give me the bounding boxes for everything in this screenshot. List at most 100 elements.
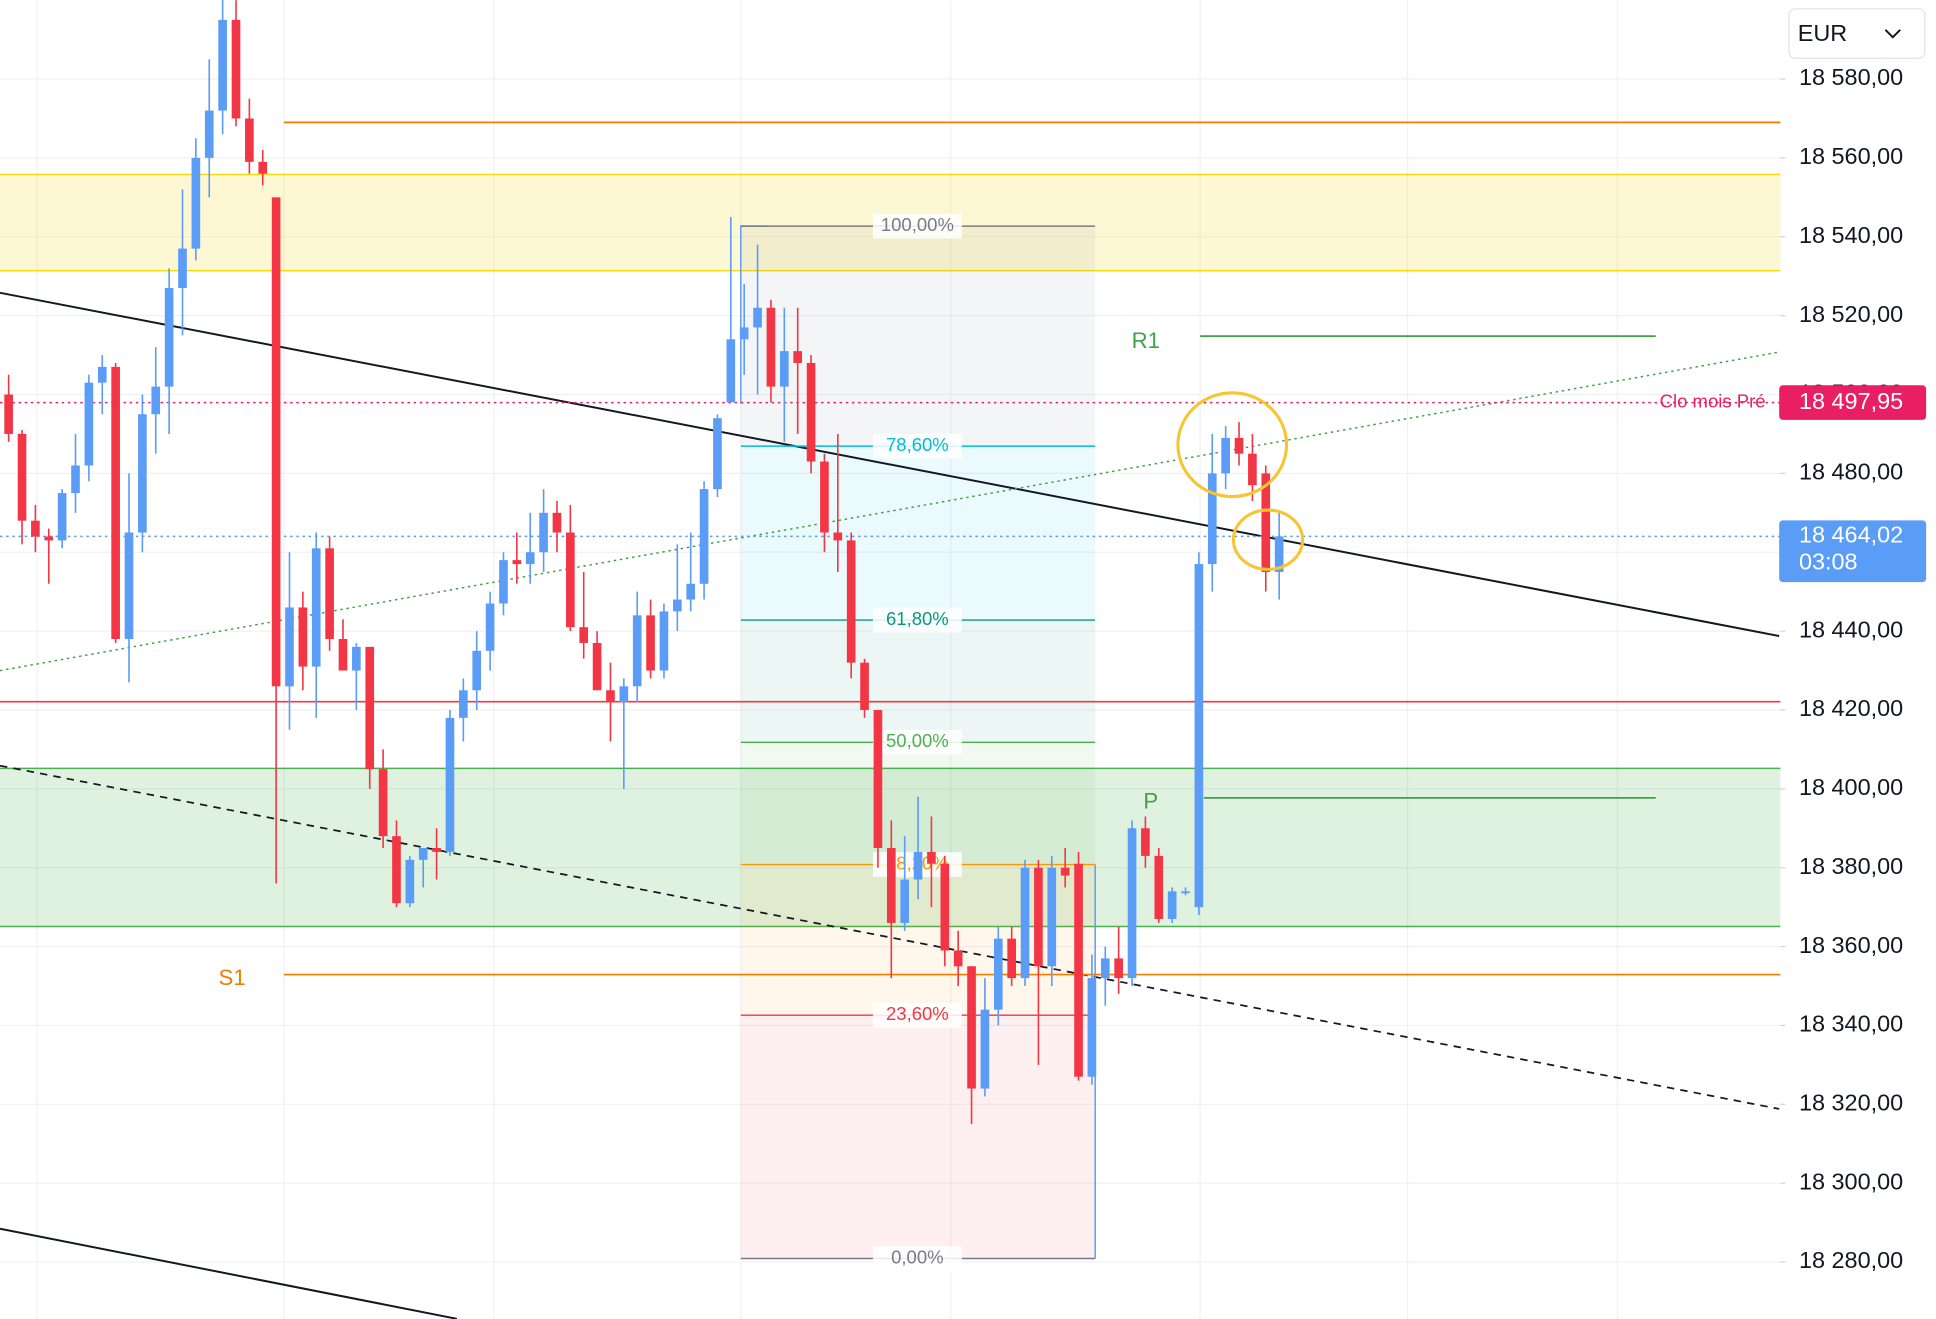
y-tick-label: 18 420,00 (1799, 695, 1903, 721)
candle-body (472, 650, 482, 691)
candle-body (1261, 473, 1271, 572)
candle-body (17, 433, 27, 521)
candle-body (1100, 958, 1110, 979)
trend-line (0, 1227, 458, 1319)
background-layer (0, 78, 1781, 1263)
candle-body (57, 493, 67, 541)
candle-body (1114, 958, 1123, 979)
chevron[interactable] (1884, 29, 1901, 39)
candle-body (1141, 828, 1150, 856)
candle-body (111, 366, 120, 639)
candle-body (1087, 978, 1097, 1077)
fib-label: 0,00% (891, 1246, 944, 1267)
candle-body (820, 461, 829, 533)
currency-label[interactable]: EUR (1798, 20, 1847, 46)
candle-body (953, 950, 963, 967)
candle-body (191, 157, 201, 249)
candle-body (753, 307, 762, 328)
candle-body (1274, 536, 1284, 572)
candle-body (539, 512, 548, 553)
candle-body (325, 548, 334, 639)
trend-line (0, 291, 1780, 638)
fib-label: 100,00% (881, 214, 954, 235)
drawing-layer: 100,00%78,60%61,80%50,00%38,20%23,60%0,0… (0, 121, 1781, 1319)
candle-body (886, 847, 896, 923)
y-tick-label: 18 480,00 (1799, 459, 1903, 485)
candle-body (338, 638, 348, 671)
fib-label-bg (872, 1002, 962, 1028)
candle-body (512, 560, 522, 565)
highlight-circle (1176, 391, 1289, 499)
currency-select[interactable]: EUR (1788, 8, 1926, 59)
candle-body (365, 646, 375, 770)
y-tick-label: 18 280,00 (1799, 1247, 1903, 1273)
candle-body (432, 847, 441, 852)
candle-body (31, 520, 40, 537)
candle-body (405, 859, 415, 904)
candle-body (418, 847, 428, 860)
annotation-layer (1176, 391, 1305, 571)
y-tick-label: 18 560,00 (1799, 143, 1903, 169)
candle-body (178, 248, 187, 289)
candle-body (352, 646, 361, 671)
candle-body (4, 394, 13, 434)
candle-body (97, 366, 107, 383)
candle-body (993, 938, 1003, 1010)
candle-body (1127, 828, 1137, 979)
fib-label: 61,80% (886, 608, 949, 629)
y-tick-label: 18 340,00 (1799, 1011, 1903, 1037)
candle-body (1020, 867, 1030, 979)
candle-body (913, 851, 923, 880)
fib-label: 50,00% (886, 730, 949, 751)
candle-body (44, 536, 54, 541)
fib-band (740, 446, 1096, 621)
axis-background (1780, 0, 1936, 1319)
candle-body (1248, 453, 1257, 486)
trend-line (0, 764, 1780, 1110)
candle-body (1074, 863, 1083, 1077)
trend-line (0, 351, 1780, 672)
candle-body (606, 690, 615, 703)
currency-box[interactable] (1788, 8, 1926, 59)
candle-body (258, 161, 268, 174)
candle-body (1034, 867, 1043, 967)
candle-body (271, 197, 281, 687)
candle-body (940, 863, 950, 951)
candle-body (204, 110, 214, 158)
candle-body (619, 686, 629, 703)
fib-band (740, 620, 1096, 743)
highlight-circle (1231, 508, 1305, 571)
candle-body (552, 512, 562, 533)
candle-body (686, 583, 696, 600)
candle-body (860, 662, 869, 710)
candle-body (445, 717, 455, 852)
y-tick-label: 18 380,00 (1799, 853, 1903, 879)
candle-body (592, 642, 602, 691)
y-tick-label: 18 440,00 (1799, 616, 1903, 642)
candle-body (1154, 855, 1164, 919)
candle-body (1207, 473, 1217, 565)
candle-body (1221, 437, 1230, 474)
candle-body (726, 339, 736, 403)
price-axis: 18 280,00 18 300,00 18 320,00 18 340,00 18 3… (1660, 0, 1936, 1319)
candle-body (806, 362, 816, 462)
last-price-badge (1779, 520, 1927, 583)
prev-close-price: 18 497,95 (1799, 388, 1903, 414)
candle-body (699, 489, 709, 584)
y-tick-label: 18 400,00 (1799, 774, 1903, 800)
candle-body (1167, 891, 1177, 919)
fib-band (740, 226, 1096, 447)
countdown: 03:08 (1799, 549, 1858, 575)
candle-body (900, 879, 910, 923)
candle-body (298, 607, 308, 667)
fib-label: 78,60% (886, 434, 949, 455)
candle-body (124, 532, 134, 639)
candle-body (231, 19, 241, 119)
candle-body (71, 465, 80, 494)
candle-body (846, 540, 856, 663)
fib-label-bg (872, 1246, 962, 1271)
candle-body (793, 351, 803, 363)
fib-label: 23,60% (886, 1003, 949, 1024)
level-label: S1 (219, 965, 246, 990)
